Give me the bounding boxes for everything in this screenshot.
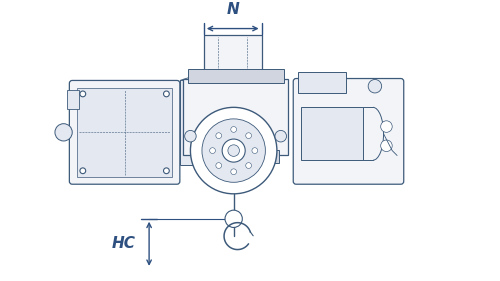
Circle shape — [368, 80, 382, 93]
Bar — [301, 107, 364, 160]
Circle shape — [275, 130, 286, 142]
Circle shape — [246, 163, 252, 168]
Bar — [204, 35, 262, 132]
Circle shape — [216, 133, 222, 139]
Bar — [182, 78, 288, 155]
Bar — [188, 69, 284, 83]
Circle shape — [231, 169, 236, 175]
Polygon shape — [180, 73, 204, 80]
Circle shape — [252, 148, 258, 153]
Bar — [180, 80, 204, 165]
Circle shape — [164, 168, 170, 174]
Circle shape — [246, 133, 252, 139]
Circle shape — [55, 124, 72, 141]
FancyBboxPatch shape — [70, 80, 180, 184]
Circle shape — [222, 139, 245, 162]
Bar — [68, 90, 79, 109]
Bar — [77, 88, 172, 176]
FancyBboxPatch shape — [293, 78, 404, 184]
Circle shape — [216, 163, 222, 168]
Text: HC: HC — [112, 236, 136, 251]
Circle shape — [231, 126, 236, 132]
Circle shape — [80, 91, 86, 97]
Circle shape — [210, 148, 216, 153]
Circle shape — [202, 119, 266, 182]
Circle shape — [80, 168, 86, 174]
Bar — [192, 149, 279, 163]
Circle shape — [380, 121, 392, 132]
Circle shape — [225, 210, 242, 227]
Circle shape — [380, 140, 392, 151]
Bar — [298, 72, 346, 93]
Circle shape — [184, 130, 196, 142]
Circle shape — [190, 107, 277, 194]
Circle shape — [228, 145, 239, 156]
Text: N: N — [226, 2, 239, 17]
Circle shape — [164, 91, 170, 97]
